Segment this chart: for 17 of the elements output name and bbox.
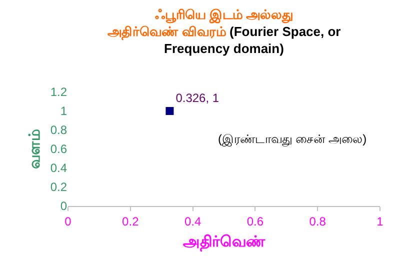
x-tick-label: 1 [376, 214, 384, 228]
data-label: 0.326, 1 [176, 91, 220, 105]
y-axis-title: வளம் [26, 129, 44, 169]
chart-title: ஃபூரியெ இடம் அல்லது அதிர்வெண் விவரம் (Fourier Space, or Frequency domain) [107, 7, 341, 56]
x-tick-label: 0.2 [122, 214, 140, 228]
y-tick-label: 1.2 [50, 85, 68, 100]
y-tick-label: 0.8 [50, 123, 68, 138]
x-tick-label: 0.8 [309, 214, 326, 228]
x-tick-label: 0.6 [246, 214, 264, 228]
y-tick-label: 0.4 [50, 161, 68, 176]
y-tick-label: 0 [60, 199, 68, 214]
y-tick-label: 1 [60, 104, 68, 118]
x-tick-label: 0.4 [184, 214, 202, 228]
annotation: (இரண்டாவது சைன் அலை) [218, 132, 367, 147]
x-axis-title: அதிர்வெண் [183, 233, 266, 252]
y-tick-label: 0.6 [50, 142, 68, 156]
y-tick-label: 0.2 [50, 180, 68, 194]
